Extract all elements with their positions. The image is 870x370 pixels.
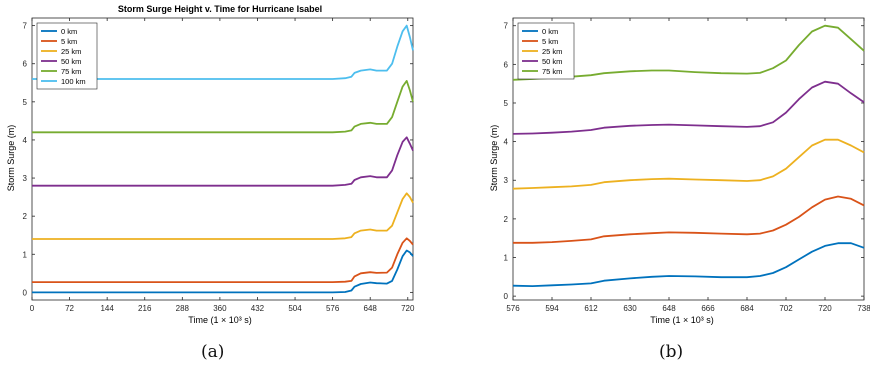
chart-b-xtick-label: 702	[779, 304, 793, 313]
chart-a-ytick-label: 4	[23, 136, 28, 145]
caption-a: (a)	[201, 342, 225, 362]
chart-b-xtick-label: 612	[584, 304, 598, 313]
chart-b-series-line-4	[512, 24, 865, 81]
chart-a-series-line-2	[32, 192, 414, 240]
caption-b: (b)	[659, 342, 684, 362]
chart-b-legend-label: 5 km	[542, 37, 558, 46]
chart-a-ytick-label: 0	[23, 288, 28, 297]
chart-b-xtick-label: 720	[818, 304, 832, 313]
chart-b-xtick-label: 648	[662, 304, 676, 313]
chart-b-ytick-label: 0	[504, 292, 509, 301]
chart-a-xtick-label: 288	[176, 304, 190, 313]
chart-a-legend-label: 25 km	[61, 47, 81, 56]
chart-b-series-line-1	[513, 195, 865, 244]
chart-a-legend-label: 0 km	[61, 27, 77, 36]
chart-b-xtick-label: 666	[701, 304, 715, 313]
chart-b-series-line-3	[512, 80, 865, 135]
chart-b-ytick-label: 2	[504, 215, 509, 224]
chart-a-xtick-label: 72	[65, 304, 74, 313]
chart-b-xtick-label: 738	[857, 304, 870, 313]
chart-b-xtick-label: 576	[506, 304, 520, 313]
chart-a-series-line-3	[32, 136, 414, 187]
chart-b-legend-label: 0 km	[542, 27, 558, 36]
chart-a-axes-box	[31, 17, 414, 301]
chart-a-xtick-label: 720	[401, 304, 415, 313]
chart-a-ytick-label: 7	[23, 22, 28, 31]
chart-a-xtick-label: 216	[138, 304, 152, 313]
chart-b-legend-label: 75 km	[542, 67, 562, 76]
chart-b-series-line-0	[512, 242, 865, 287]
chart-a-ytick-label: 1	[23, 250, 28, 259]
chart-a-ytick-label: 6	[23, 60, 28, 69]
chart-a-series-line-0	[32, 249, 414, 294]
chart-b-xtick-label: 684	[740, 304, 754, 313]
chart-b: 576 594 612 630 648 666 684 702 720 738 0 1 2 3 4 5 6 7 0 …	[489, 17, 870, 325]
chart-b-legend-label: 50 km	[542, 57, 562, 66]
chart-a-ylabel: Storm Surge (m)	[6, 125, 16, 192]
chart-b-xlabel: Time (1 × 10³ s)	[650, 315, 713, 325]
chart-a-xtick-label: 504	[288, 304, 302, 313]
chart-a-legend-label: 5 km	[61, 37, 77, 46]
chart-a-ytick-label: 3	[23, 174, 28, 183]
chart-b-ytick-label: 4	[504, 138, 509, 147]
chart-a-legend-label: 50 km	[61, 57, 81, 66]
chart-a-xtick-label: 360	[213, 304, 227, 313]
chart-a-xlabel: Time (1 × 10³ s)	[188, 315, 251, 325]
chart-a-xtick-label: 0	[30, 304, 35, 313]
chart-b-ytick-label: 1	[504, 254, 509, 263]
chart-b-ytick-label: 5	[504, 99, 509, 108]
chart-b-axes-box	[512, 17, 865, 301]
chart-b-ylabel: Storm Surge (m)	[489, 125, 499, 192]
chart-b-ytick-label: 3	[504, 176, 509, 185]
chart-b-series-line-2	[512, 138, 865, 190]
chart-b-legend-label: 25 km	[542, 47, 562, 56]
chart-a-ytick-label: 5	[23, 98, 28, 107]
chart-a-title: Storm Surge Height v. Time for Hurricane…	[118, 4, 322, 14]
chart-a-legend-box	[36, 22, 98, 90]
chart-a-plot-area: 0 72 144 216 288 360 432 504 576 648 720 0 1 2 3 4 5 6 7 0 …	[23, 17, 415, 313]
chart-b-xtick-label: 630	[623, 304, 637, 313]
chart-a: Storm Surge Height v. Time for Hurricane…	[6, 4, 415, 325]
chart-a-xtick-label: 576	[326, 304, 340, 313]
chart-a-series-line-4	[32, 80, 414, 134]
chart-a-xtick-label: 432	[251, 304, 265, 313]
chart-b-ytick-label: 7	[504, 22, 509, 31]
chart-a-series-line-1	[32, 237, 414, 283]
chart-a-xtick-label: 144	[100, 304, 114, 313]
chart-b-plot-area: 576 594 612 630 648 666 684 702 720 738 0 1 2 3 4 5 6 7 0 …	[504, 17, 870, 313]
chart-a-legend-label: 75 km	[61, 67, 81, 76]
chart-b-ytick-label: 6	[504, 60, 509, 69]
chart-a-xtick-label: 648	[364, 304, 378, 313]
chart-a-series-line-5	[32, 24, 414, 80]
chart-a-legend-label: 100 km	[61, 77, 86, 86]
chart-a-ytick-label: 2	[23, 212, 28, 221]
chart-b-xtick-label: 594	[545, 304, 559, 313]
